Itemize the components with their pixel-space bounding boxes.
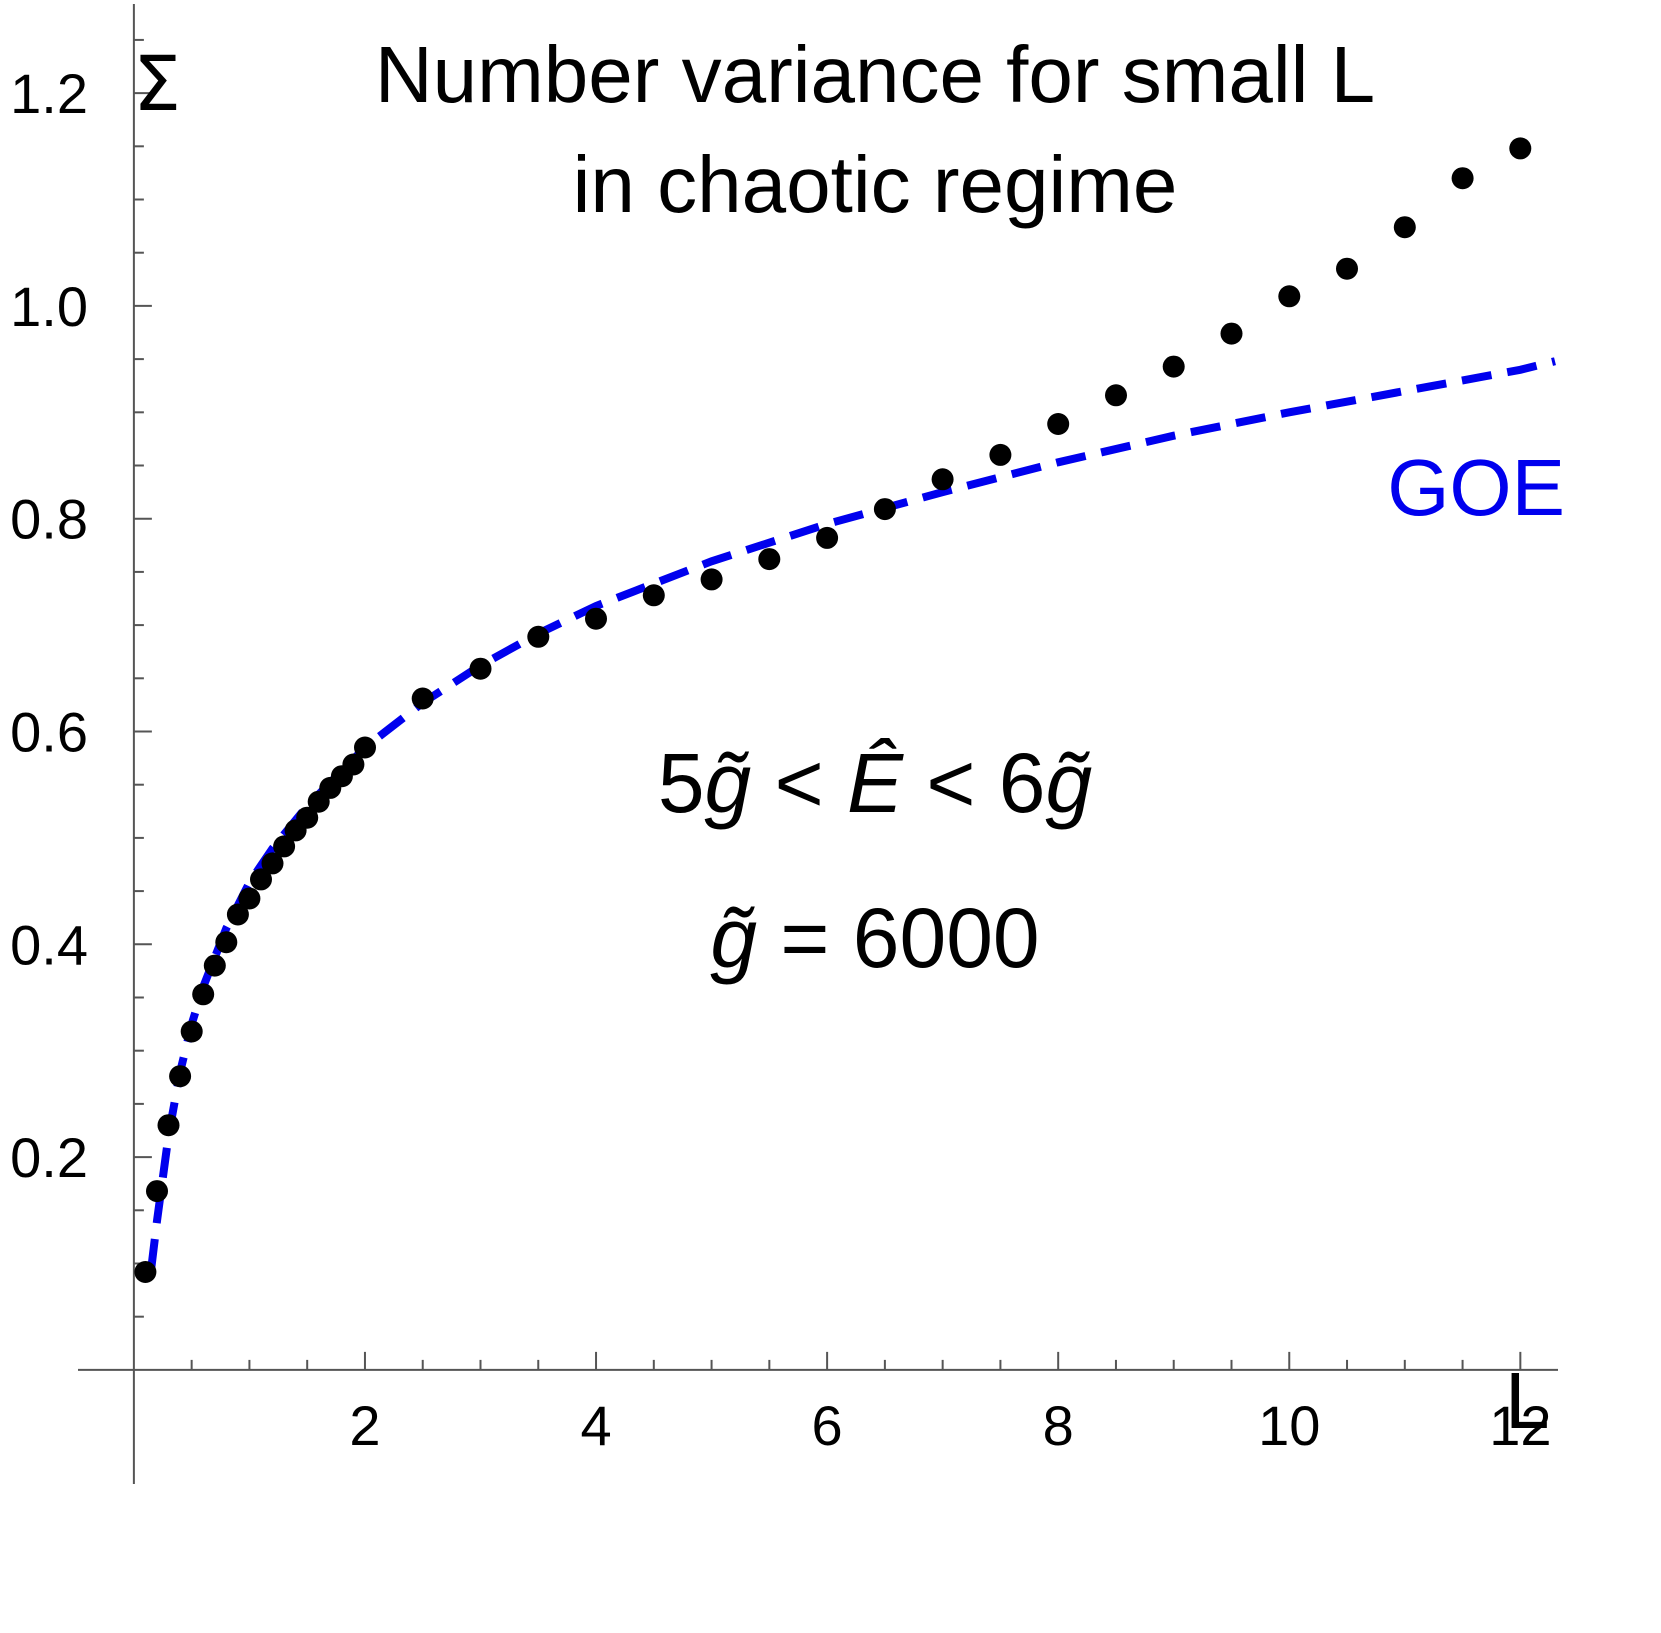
data-point <box>146 1180 168 1203</box>
x-tick-label: 12 <box>1489 1394 1551 1457</box>
x-axis-label: L <box>1505 1356 1550 1445</box>
data-point <box>585 607 607 630</box>
y-tick-label: 1.2 <box>10 62 88 125</box>
data-point <box>342 753 365 776</box>
data-point <box>1278 285 1301 308</box>
data-point <box>700 568 723 591</box>
x-tick-label: 2 <box>349 1394 380 1457</box>
data-point <box>527 625 550 648</box>
data-point <box>931 468 954 491</box>
data-point <box>354 736 376 759</box>
data-point <box>1509 137 1532 160</box>
data-point <box>1451 167 1474 190</box>
data-point <box>261 852 284 875</box>
y-tick-label: 0.4 <box>10 913 88 976</box>
data-point <box>169 1065 192 1088</box>
x-tick-label: 8 <box>1043 1394 1074 1457</box>
data-point <box>816 526 839 549</box>
x-ticks: 2 4 6 8 10 12 <box>190 1351 1551 1457</box>
y-tick-label: 0.6 <box>10 701 88 764</box>
data-point <box>296 806 319 829</box>
data-point <box>1162 355 1185 378</box>
data-point <box>250 868 272 891</box>
data-point <box>642 584 665 607</box>
data-point <box>1220 322 1243 345</box>
y-ticks: 0.2 0.4 0.6 0.8 1.0 1.2 <box>10 38 152 1318</box>
x-tick-label: 6 <box>812 1394 843 1457</box>
axes <box>78 4 1558 1484</box>
data-point <box>203 954 226 977</box>
data-point <box>134 1261 157 1283</box>
x-tick-label: 10 <box>1258 1394 1320 1457</box>
data-point <box>273 835 296 858</box>
y-tick-label: 0.2 <box>10 1126 88 1189</box>
data-point <box>469 657 492 680</box>
data-point <box>238 887 261 910</box>
chart-title-line-2: in chaotic regime <box>573 140 1178 229</box>
y-axis-label: Σ <box>133 39 181 128</box>
data-point <box>1393 216 1416 239</box>
data-point <box>192 983 215 1006</box>
data-point <box>758 548 781 571</box>
data-point <box>157 1114 180 1137</box>
data-point <box>1047 413 1070 435</box>
y-tick-label: 1.0 <box>10 275 88 338</box>
data-point <box>1105 384 1127 407</box>
data-point <box>180 1020 203 1043</box>
goe-series-label: GOE <box>1387 443 1565 532</box>
data-points <box>134 137 1532 1283</box>
data-point <box>215 931 238 954</box>
data-point <box>1336 257 1358 280</box>
y-tick-label: 0.8 <box>10 488 88 551</box>
data-point <box>873 498 896 521</box>
data-point <box>989 443 1012 466</box>
data-point <box>226 903 249 926</box>
x-tick-label: 4 <box>580 1394 611 1457</box>
coupling-annotation: g̃ = 6000 <box>710 891 1039 985</box>
chart-title-line-1: Number variance for small L <box>375 30 1375 119</box>
energy-window-annotation: 5g̃ < Ê < 6g̃ <box>658 736 1092 830</box>
data-point <box>411 687 434 710</box>
